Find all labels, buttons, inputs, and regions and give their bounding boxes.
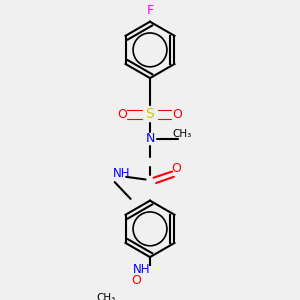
Text: N: N xyxy=(145,132,155,146)
Text: O: O xyxy=(172,162,182,176)
Text: NH: NH xyxy=(113,167,130,180)
Text: O: O xyxy=(131,274,141,287)
Text: F: F xyxy=(146,4,154,17)
Text: S: S xyxy=(146,107,154,121)
Text: NH: NH xyxy=(132,263,150,276)
Text: CH₃: CH₃ xyxy=(172,129,191,139)
Text: O: O xyxy=(172,108,182,121)
Text: O: O xyxy=(118,108,128,121)
Text: CH₃: CH₃ xyxy=(96,292,116,300)
